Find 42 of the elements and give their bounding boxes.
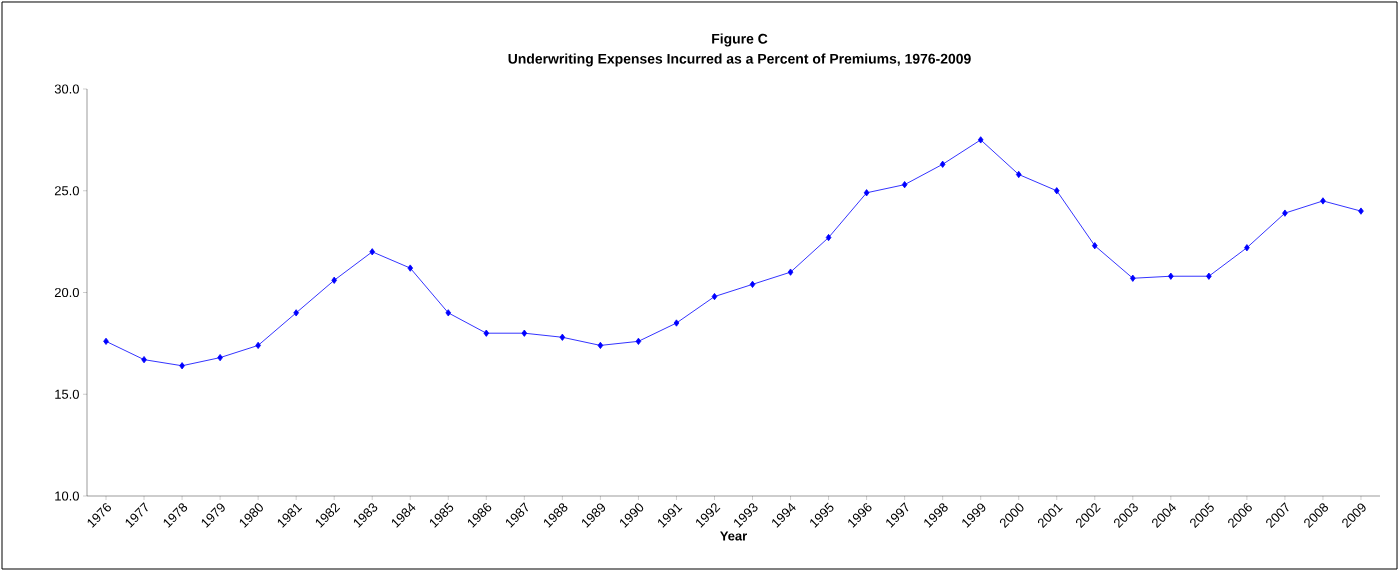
point bbox=[1130, 274, 1136, 282]
x-axis-title: Year bbox=[720, 531, 747, 541]
point bbox=[141, 356, 147, 364]
point bbox=[787, 268, 794, 276]
point bbox=[1053, 187, 1060, 195]
point bbox=[217, 354, 223, 362]
point bbox=[863, 189, 870, 197]
y-tick-label: 30.0 bbox=[54, 84, 79, 94]
chart-title: Figure C bbox=[712, 33, 768, 47]
point bbox=[179, 362, 185, 370]
point bbox=[597, 341, 604, 349]
point bbox=[521, 329, 528, 337]
point bbox=[103, 337, 109, 345]
point bbox=[1015, 170, 1022, 179]
point bbox=[939, 160, 946, 168]
point bbox=[1091, 242, 1098, 250]
y-tick-label: 25.0 bbox=[54, 186, 79, 196]
point bbox=[293, 309, 299, 317]
y-tick-label: 10.0 bbox=[55, 491, 79, 501]
point bbox=[635, 337, 642, 345]
point bbox=[369, 248, 376, 256]
point bbox=[445, 309, 452, 317]
point bbox=[673, 319, 680, 327]
point bbox=[825, 233, 832, 242]
y-tick-label: 15.0 bbox=[55, 389, 79, 399]
point bbox=[1168, 272, 1174, 280]
point bbox=[1358, 207, 1364, 215]
point bbox=[711, 292, 718, 301]
point bbox=[483, 329, 490, 337]
point bbox=[407, 264, 414, 272]
point bbox=[559, 333, 566, 341]
point bbox=[901, 181, 908, 189]
point bbox=[331, 276, 337, 284]
point bbox=[749, 280, 756, 288]
chart-subtitle: Underwriting Expenses Incurred as a Percent of Premiums, 1976-2009 bbox=[508, 53, 971, 67]
point bbox=[255, 341, 261, 349]
point bbox=[1244, 244, 1250, 252]
point bbox=[977, 136, 984, 144]
point bbox=[1206, 272, 1212, 280]
y-tick-label: 20.0 bbox=[54, 287, 79, 298]
point bbox=[1320, 197, 1326, 205]
point bbox=[1282, 209, 1288, 217]
